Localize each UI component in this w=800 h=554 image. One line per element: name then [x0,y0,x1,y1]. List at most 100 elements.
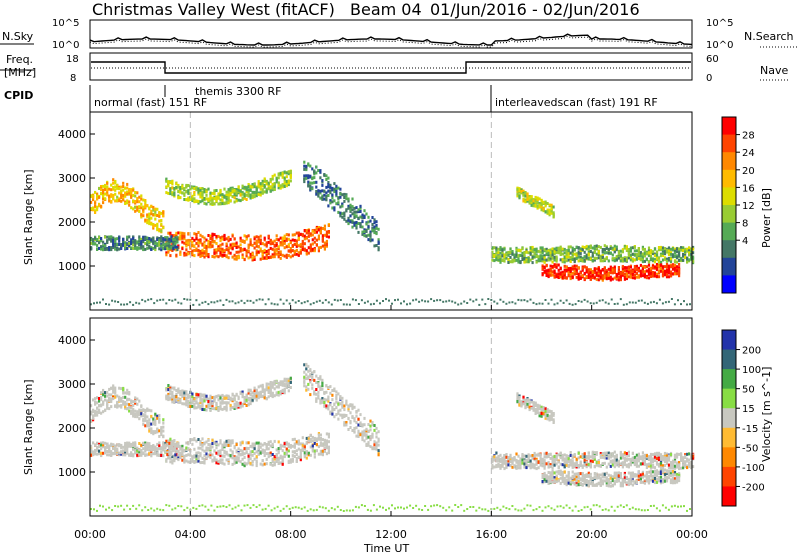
echo-cell [535,260,538,264]
echo-cell [144,419,147,423]
echo-cell [213,248,216,252]
echo-cell [534,204,537,208]
echo-cell [158,247,161,251]
echo-cell [100,403,103,407]
echo-cell [177,390,180,394]
echo-cell [277,393,280,397]
echo-cell [213,240,216,243]
echo-cell [219,193,222,197]
echo-cell [688,246,691,250]
echo-cell [625,258,628,262]
echo-cell [333,298,336,301]
echo-cell [673,255,677,258]
echo-cell [593,276,596,280]
echo-cell [593,251,596,254]
echo-cell [126,192,129,196]
echo-cell [229,191,232,194]
echo-cell [531,250,534,254]
echo-cell [233,237,236,241]
echo-cell [130,246,133,250]
echo-cell [629,258,632,262]
echo-cell [281,381,284,384]
echo-cell [237,250,240,254]
echo-cell [229,398,232,402]
echo-cell [96,205,99,209]
echo-cell [307,439,310,443]
echo-cell [271,391,274,395]
echo-cell [611,268,614,272]
echo-cell [118,397,121,401]
echo-cell [547,274,550,278]
echo-cell [611,246,614,250]
echo-cell [677,299,679,302]
echo-cell [239,452,242,456]
echo-cell [183,391,186,395]
echo-cell [263,449,266,453]
echo-cell [255,390,258,394]
echo-cell [146,243,149,247]
echo-cell [221,398,224,402]
echo-cell [513,255,516,259]
echo-cell [621,271,624,275]
echo-cell [251,183,254,186]
echo-cell [90,453,93,457]
echo-cell [517,254,520,258]
echo-cell [555,255,558,259]
echo-cell [211,240,214,244]
echo-cell [207,453,210,457]
echo-cell [195,451,198,455]
echo-cell [267,298,270,301]
echo-cell [253,246,256,250]
echo-cell [546,202,549,205]
echo-cell [152,432,155,436]
echo-cell [148,408,151,412]
echo-cell [191,240,194,244]
echo-cell [603,266,606,270]
echo-cell [551,253,554,257]
cpid-label: CPID [4,89,33,102]
echo-cell [229,440,232,444]
echo-cell [345,197,348,201]
echo-cell [287,170,290,174]
echo-cell [321,438,324,442]
echo-cell [269,177,272,181]
echo-cell [515,246,518,250]
echo-cell [551,251,554,255]
echo-cell [171,461,174,465]
echo-cell [255,251,258,255]
echo-cell [315,185,318,189]
echo-cell [269,462,272,466]
echo-cell [225,408,228,412]
echo-cell [96,406,99,410]
echo-cell [571,249,574,253]
echo-cell [204,300,207,303]
echo-cell [503,259,506,263]
echo-cell [277,173,280,177]
echo-cell [478,303,481,306]
echo-cell [585,266,588,270]
echo-cell [162,418,165,422]
echo-cell [124,202,127,205]
echo-cell [663,269,667,273]
echo-cell [281,455,284,459]
echo-cell [239,401,242,405]
echo-cell [269,187,272,191]
echo-cell [617,278,620,282]
echo-cell [174,236,177,240]
echo-cell [325,198,328,202]
echo-cell [122,237,125,241]
echo-cell [246,299,249,302]
echo-cell [277,440,280,444]
echo-cell [144,414,147,418]
echo-cell [671,255,675,258]
echo-cell [323,241,326,245]
echo-cell [96,243,99,247]
echo-cell [321,301,324,304]
echo-cell [106,399,109,403]
echo-cell [543,265,546,269]
echo-cell [330,303,333,306]
echo-cell [110,235,113,239]
echo-cell [647,246,651,250]
echo-cell [249,457,252,461]
echo-cell [279,461,282,465]
